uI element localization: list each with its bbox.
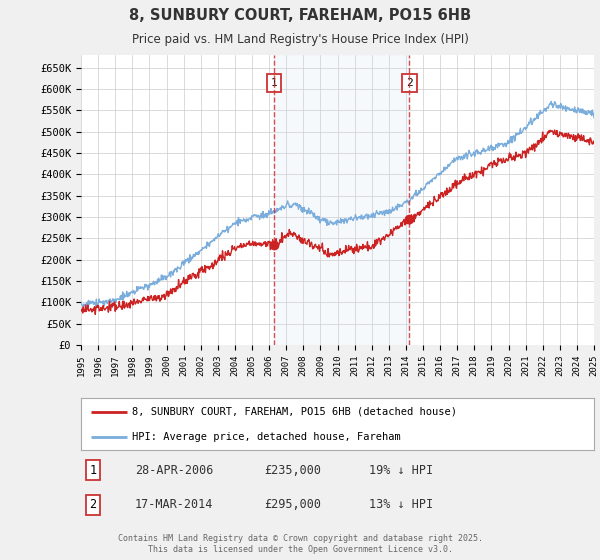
Text: 1: 1 — [89, 464, 97, 477]
Text: £235,000: £235,000 — [264, 464, 321, 477]
Text: 13% ↓ HPI: 13% ↓ HPI — [369, 498, 433, 511]
Text: 8, SUNBURY COURT, FAREHAM, PO15 6HB (detached house): 8, SUNBURY COURT, FAREHAM, PO15 6HB (det… — [133, 407, 457, 417]
Text: 8, SUNBURY COURT, FAREHAM, PO15 6HB: 8, SUNBURY COURT, FAREHAM, PO15 6HB — [129, 8, 471, 23]
Text: Contains HM Land Registry data © Crown copyright and database right 2025.
This d: Contains HM Land Registry data © Crown c… — [118, 534, 482, 554]
Text: £295,000: £295,000 — [264, 498, 321, 511]
Text: 28-APR-2006: 28-APR-2006 — [135, 464, 214, 477]
Text: 2: 2 — [406, 78, 413, 88]
Text: Price paid vs. HM Land Registry's House Price Index (HPI): Price paid vs. HM Land Registry's House … — [131, 33, 469, 46]
Text: 19% ↓ HPI: 19% ↓ HPI — [369, 464, 433, 477]
Text: HPI: Average price, detached house, Fareham: HPI: Average price, detached house, Fare… — [133, 432, 401, 442]
Bar — [274, 55, 409, 345]
Text: 2: 2 — [89, 498, 97, 511]
Text: 1: 1 — [271, 78, 278, 88]
Text: 17-MAR-2014: 17-MAR-2014 — [135, 498, 214, 511]
